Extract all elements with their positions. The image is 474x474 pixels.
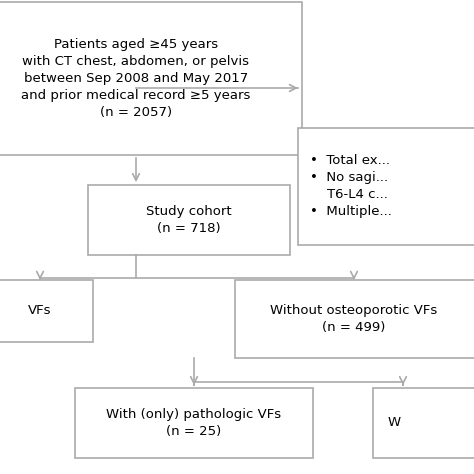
Bar	[0, 2, 302, 155]
Bar	[88, 185, 290, 255]
Bar	[75, 388, 313, 458]
Bar	[235, 280, 474, 358]
Text: VFs: VFs	[28, 304, 52, 318]
Text: With (only) pathologic VFs
(n = 25): With (only) pathologic VFs (n = 25)	[107, 408, 282, 438]
Bar	[298, 128, 474, 245]
Text: W: W	[388, 417, 401, 429]
Text: •  Total ex...
•  No sagi...
    T6-L4 c...
•  Multiple...: • Total ex... • No sagi... T6-L4 c... • …	[310, 154, 392, 218]
Text: Study cohort
(n = 718): Study cohort (n = 718)	[146, 205, 232, 235]
Bar	[0, 280, 93, 342]
Text: Patients aged ≥45 years
with CT chest, abdomen, or pelvis
between Sep 2008 and M: Patients aged ≥45 years with CT chest, a…	[21, 37, 251, 118]
Text: Without osteoporotic VFs
(n = 499): Without osteoporotic VFs (n = 499)	[270, 304, 438, 334]
Bar	[373, 388, 474, 458]
